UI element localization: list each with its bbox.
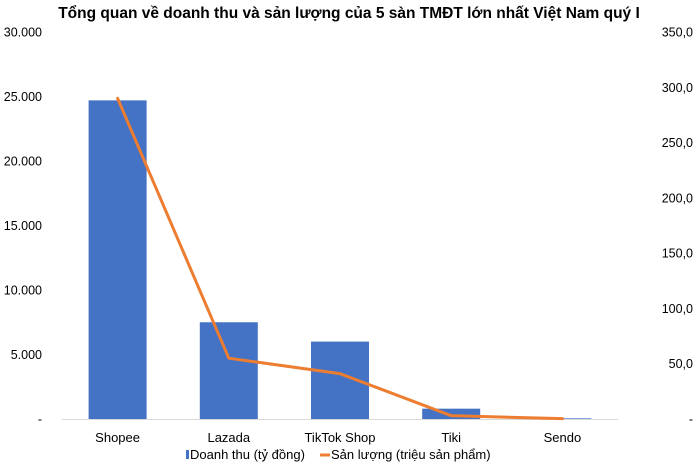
legend-line-label: Sản lượng (triệu sản phẩm) — [331, 447, 491, 462]
category-label: TikTok Shop — [304, 430, 375, 445]
category-label: Tiki — [441, 430, 461, 445]
left-axis-tick-label: 20.000 — [4, 155, 42, 169]
right-axis-tick-label: 250,0 — [662, 136, 693, 150]
bar — [199, 322, 258, 419]
line-series-volume — [116, 96, 564, 421]
right-axis-tick-label: 200,0 — [662, 191, 693, 205]
bar — [88, 100, 147, 420]
chart-title: Tổng quan về doanh thu và sản lượng của … — [58, 5, 640, 22]
left-axis-tick-label: 30.000 — [4, 26, 42, 40]
category-label: Shopee — [95, 430, 140, 445]
bar-series-revenue — [88, 100, 592, 420]
category-label: Sendo — [544, 430, 582, 445]
volume-line — [116, 96, 564, 421]
legend-bar-label: Doanh thu (tỷ đồng) — [190, 447, 305, 462]
right-axis-tick-label: 300,0 — [662, 81, 693, 95]
left-axis-tick-label: 25.000 — [4, 90, 42, 104]
right-y-axis: - 50,0 100,0 150,0 200,0 250,0 300,0 350,0 — [662, 26, 693, 427]
left-axis-tick-label: - — [38, 413, 42, 427]
category-label: Lazada — [207, 430, 250, 445]
right-axis-tick-label: 150,0 — [662, 247, 693, 261]
right-axis-tick-label: 350,0 — [662, 26, 693, 40]
legend-bar-swatch — [186, 450, 189, 459]
left-y-axis: - 5.000 10.000 15.000 20.000 25.000 30.000 — [4, 26, 42, 427]
legend: Doanh thu (tỷ đồng) Sản lượng (triệu sản… — [186, 447, 491, 462]
right-axis-tick-label: - — [689, 413, 693, 427]
left-axis-tick-label: 15.000 — [4, 219, 42, 233]
x-axis-categories: Shopee Lazada TikTok Shop Tiki Sendo — [95, 430, 581, 445]
left-axis-tick-label: 10.000 — [4, 284, 42, 298]
left-axis-tick-label: 5.000 — [11, 348, 42, 362]
bar — [422, 408, 481, 419]
right-axis-tick-label: 50,0 — [669, 357, 693, 371]
right-axis-tick-label: 100,0 — [662, 302, 693, 316]
